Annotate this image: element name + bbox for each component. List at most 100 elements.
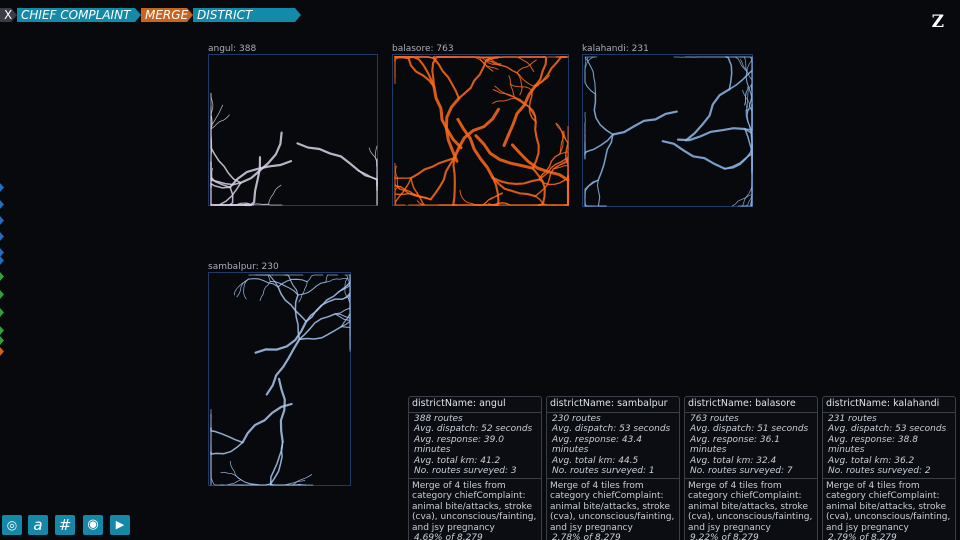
side-marker[interactable] <box>0 216 4 225</box>
route <box>410 177 426 206</box>
card-stats: 231 routes Avg. dispatch: 53 seconds Avg. … <box>823 413 955 479</box>
route <box>516 72 523 96</box>
route <box>746 56 753 73</box>
number-tool[interactable]: # <box>55 515 75 535</box>
merge-share: 4.69% of 8,279 <box>414 533 483 540</box>
route <box>210 182 242 206</box>
route <box>348 279 351 299</box>
tile-label: balasore: 763 <box>392 44 454 54</box>
side-marker[interactable] <box>0 183 4 192</box>
breadcrumb[interactable]: DISTRICT NAME <box>193 8 301 22</box>
map-tile[interactable] <box>392 54 570 207</box>
route <box>260 274 271 282</box>
route <box>555 122 569 144</box>
route <box>432 85 463 150</box>
side-marker[interactable] <box>0 200 4 209</box>
route-map <box>394 55 570 207</box>
merge-share: 2.78% of 8,279 <box>552 533 621 540</box>
route <box>478 56 499 70</box>
route <box>374 145 378 170</box>
stat-line: 231 routes <box>828 413 877 424</box>
route <box>482 192 504 206</box>
stat-line: Avg. dispatch: 52 seconds <box>414 424 533 434</box>
route <box>474 134 535 170</box>
play-tool[interactable]: ▶ <box>110 515 130 535</box>
route <box>296 142 360 172</box>
route <box>210 93 214 116</box>
route <box>268 203 283 206</box>
merge-share: 9.22% of 8,279 <box>690 533 759 540</box>
route <box>298 281 308 303</box>
route <box>584 72 596 95</box>
side-marker[interactable] <box>0 248 4 257</box>
route <box>584 197 592 207</box>
route <box>242 483 272 486</box>
route <box>305 298 344 323</box>
route-map <box>210 274 351 486</box>
merge-text: Merge of 4 tiles from category chiefComp… <box>826 480 951 533</box>
route <box>508 75 516 99</box>
route <box>509 83 533 92</box>
route <box>559 130 565 155</box>
side-marker[interactable] <box>0 232 4 241</box>
tile-label: kalahandi: 231 <box>582 44 649 54</box>
close-button[interactable]: X <box>0 8 17 22</box>
route <box>456 117 495 180</box>
route <box>494 85 516 99</box>
route <box>210 114 230 130</box>
side-marker[interactable] <box>0 290 4 299</box>
route <box>247 278 279 288</box>
venn-tool[interactable]: ◎ <box>2 515 22 535</box>
route <box>492 89 516 99</box>
route <box>593 93 614 136</box>
route <box>357 169 378 191</box>
route <box>724 142 753 170</box>
merge-share: 2.79% of 8,279 <box>828 533 897 540</box>
route <box>559 144 569 155</box>
route <box>298 313 337 341</box>
route <box>234 202 270 206</box>
route <box>357 169 378 187</box>
breadcrumb[interactable]: CHIEF COMPLAINT <box>17 8 141 22</box>
route <box>725 56 733 91</box>
route <box>297 281 327 296</box>
route <box>552 163 569 170</box>
info-card: districtName: angul 388 routes Avg. dispat… <box>408 396 542 540</box>
route <box>269 440 284 486</box>
side-marker[interactable] <box>0 256 4 265</box>
route <box>230 460 242 481</box>
logo: Z <box>931 12 944 32</box>
text-tool[interactable]: a <box>28 515 48 535</box>
stat-line: No. routes surveyed: 1 <box>552 466 655 476</box>
side-marker[interactable] <box>0 347 4 356</box>
side-marker[interactable] <box>0 326 4 335</box>
merge-text: Merge of 4 tiles from category chiefComp… <box>550 480 675 533</box>
stat-line: No. routes surveyed: 3 <box>414 466 517 476</box>
route <box>241 402 293 444</box>
map-tile[interactable] <box>208 272 351 486</box>
side-marker[interactable] <box>0 336 4 345</box>
map-tile[interactable] <box>208 54 378 207</box>
route <box>584 133 614 156</box>
side-marker[interactable] <box>0 272 4 281</box>
route <box>552 154 569 170</box>
stat-line: Avg. response: 43.4 minutes <box>552 434 642 456</box>
stat-line: Avg. total km: 32.4 <box>690 455 777 466</box>
route <box>402 55 436 88</box>
route <box>344 277 349 299</box>
radar-tool[interactable]: ◉ <box>83 515 103 535</box>
side-marker[interactable] <box>0 308 4 317</box>
route <box>409 157 456 180</box>
stat-line: 388 routes <box>414 413 463 424</box>
route <box>219 479 242 486</box>
route <box>534 55 548 87</box>
tile-label: angul: 388 <box>208 44 257 54</box>
route <box>394 186 401 204</box>
info-card: districtName: balasore 763 routes Avg. dis… <box>684 396 818 540</box>
route <box>584 179 599 199</box>
route <box>259 281 271 301</box>
map-tile[interactable] <box>582 54 753 207</box>
route <box>444 96 461 163</box>
stat-line: Avg. dispatch: 53 seconds <box>552 424 671 434</box>
breadcrumb[interactable]: MERGE <box>141 8 193 22</box>
